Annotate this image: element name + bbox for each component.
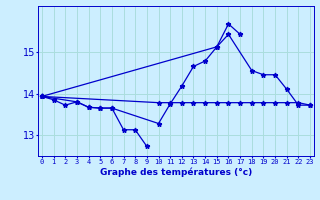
X-axis label: Graphe des températures (°c): Graphe des températures (°c) <box>100 168 252 177</box>
